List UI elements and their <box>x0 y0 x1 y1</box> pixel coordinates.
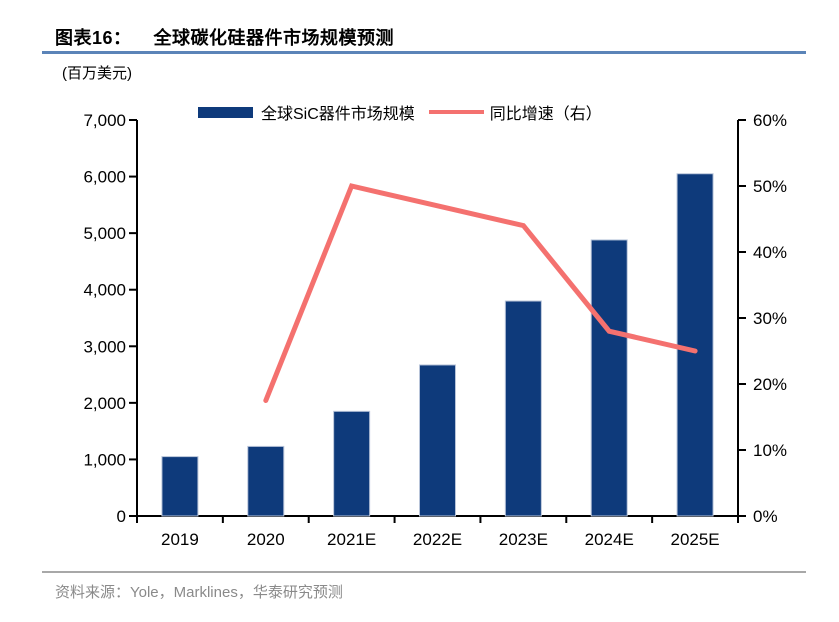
x-axis-category-label: 2023E <box>499 530 548 549</box>
source-divider-rule <box>42 571 806 573</box>
y-axis-left-tick-label: 1,000 <box>83 450 126 469</box>
y-axis-left-tick-label: 4,000 <box>83 281 126 300</box>
x-axis-category-label: 2022E <box>413 530 462 549</box>
chart-legend: 全球SiC器件市场规模 同比增速（右） <box>198 100 602 124</box>
x-axis-category-label: 2020 <box>247 530 285 549</box>
y-axis-right-tick-label: 50% <box>753 177 787 196</box>
legend-line-label: 同比增速（右） <box>489 106 602 123</box>
legend-line-swatch <box>428 110 484 114</box>
y-axis-left-tick-label: 3,000 <box>83 337 126 356</box>
bar-2019 <box>161 456 199 517</box>
x-axis-category-label: 2024E <box>585 530 634 549</box>
y-axis-left-tick-label: 0 <box>117 507 126 526</box>
y-axis-right-tick-label: 60% <box>753 111 787 130</box>
bar-2020 <box>247 445 285 517</box>
bar-2023E <box>504 300 542 517</box>
figure-title: 全球碳化硅器件市场规模预测 <box>153 28 395 48</box>
axis-unit-label: (百万美元) <box>62 65 132 82</box>
y-axis-right-tick-label: 0% <box>753 507 778 526</box>
y-axis-right-tick-label: 10% <box>753 441 787 460</box>
y-axis-right-tick-label: 30% <box>753 309 787 328</box>
title-divider-rule <box>42 51 806 54</box>
bar-2021E <box>333 410 371 517</box>
source-text: 资料来源：Yole，Marklines，华泰研究预测 <box>55 584 343 601</box>
y-axis-left-tick-label: 2,000 <box>83 394 126 413</box>
y-axis-left-tick-label: 5,000 <box>83 224 126 243</box>
x-axis-category-label: 2021E <box>327 530 376 549</box>
legend-bar-swatch <box>198 106 253 118</box>
y-axis-left-tick-label: 7,000 <box>83 111 126 130</box>
figure-header: 图表16： 全球碳化硅器件市场规模预测 <box>55 24 394 50</box>
bar-2024E <box>590 239 628 517</box>
growth-rate-line <box>263 183 698 403</box>
y-axis-left-tick-label: 6,000 <box>83 168 126 187</box>
y-axis-right-tick-label: 20% <box>753 375 787 394</box>
y-axis-right-tick-label: 40% <box>753 243 787 262</box>
bar-2022E <box>419 364 456 517</box>
x-axis-category-label: 2019 <box>161 530 199 549</box>
x-axis-category-label: 2025E <box>670 530 719 549</box>
figure-number-label: 图表16： <box>55 28 132 48</box>
legend-bar-label: 全球SiC器件市场规模 <box>261 106 415 123</box>
bar-2025E <box>676 173 714 517</box>
